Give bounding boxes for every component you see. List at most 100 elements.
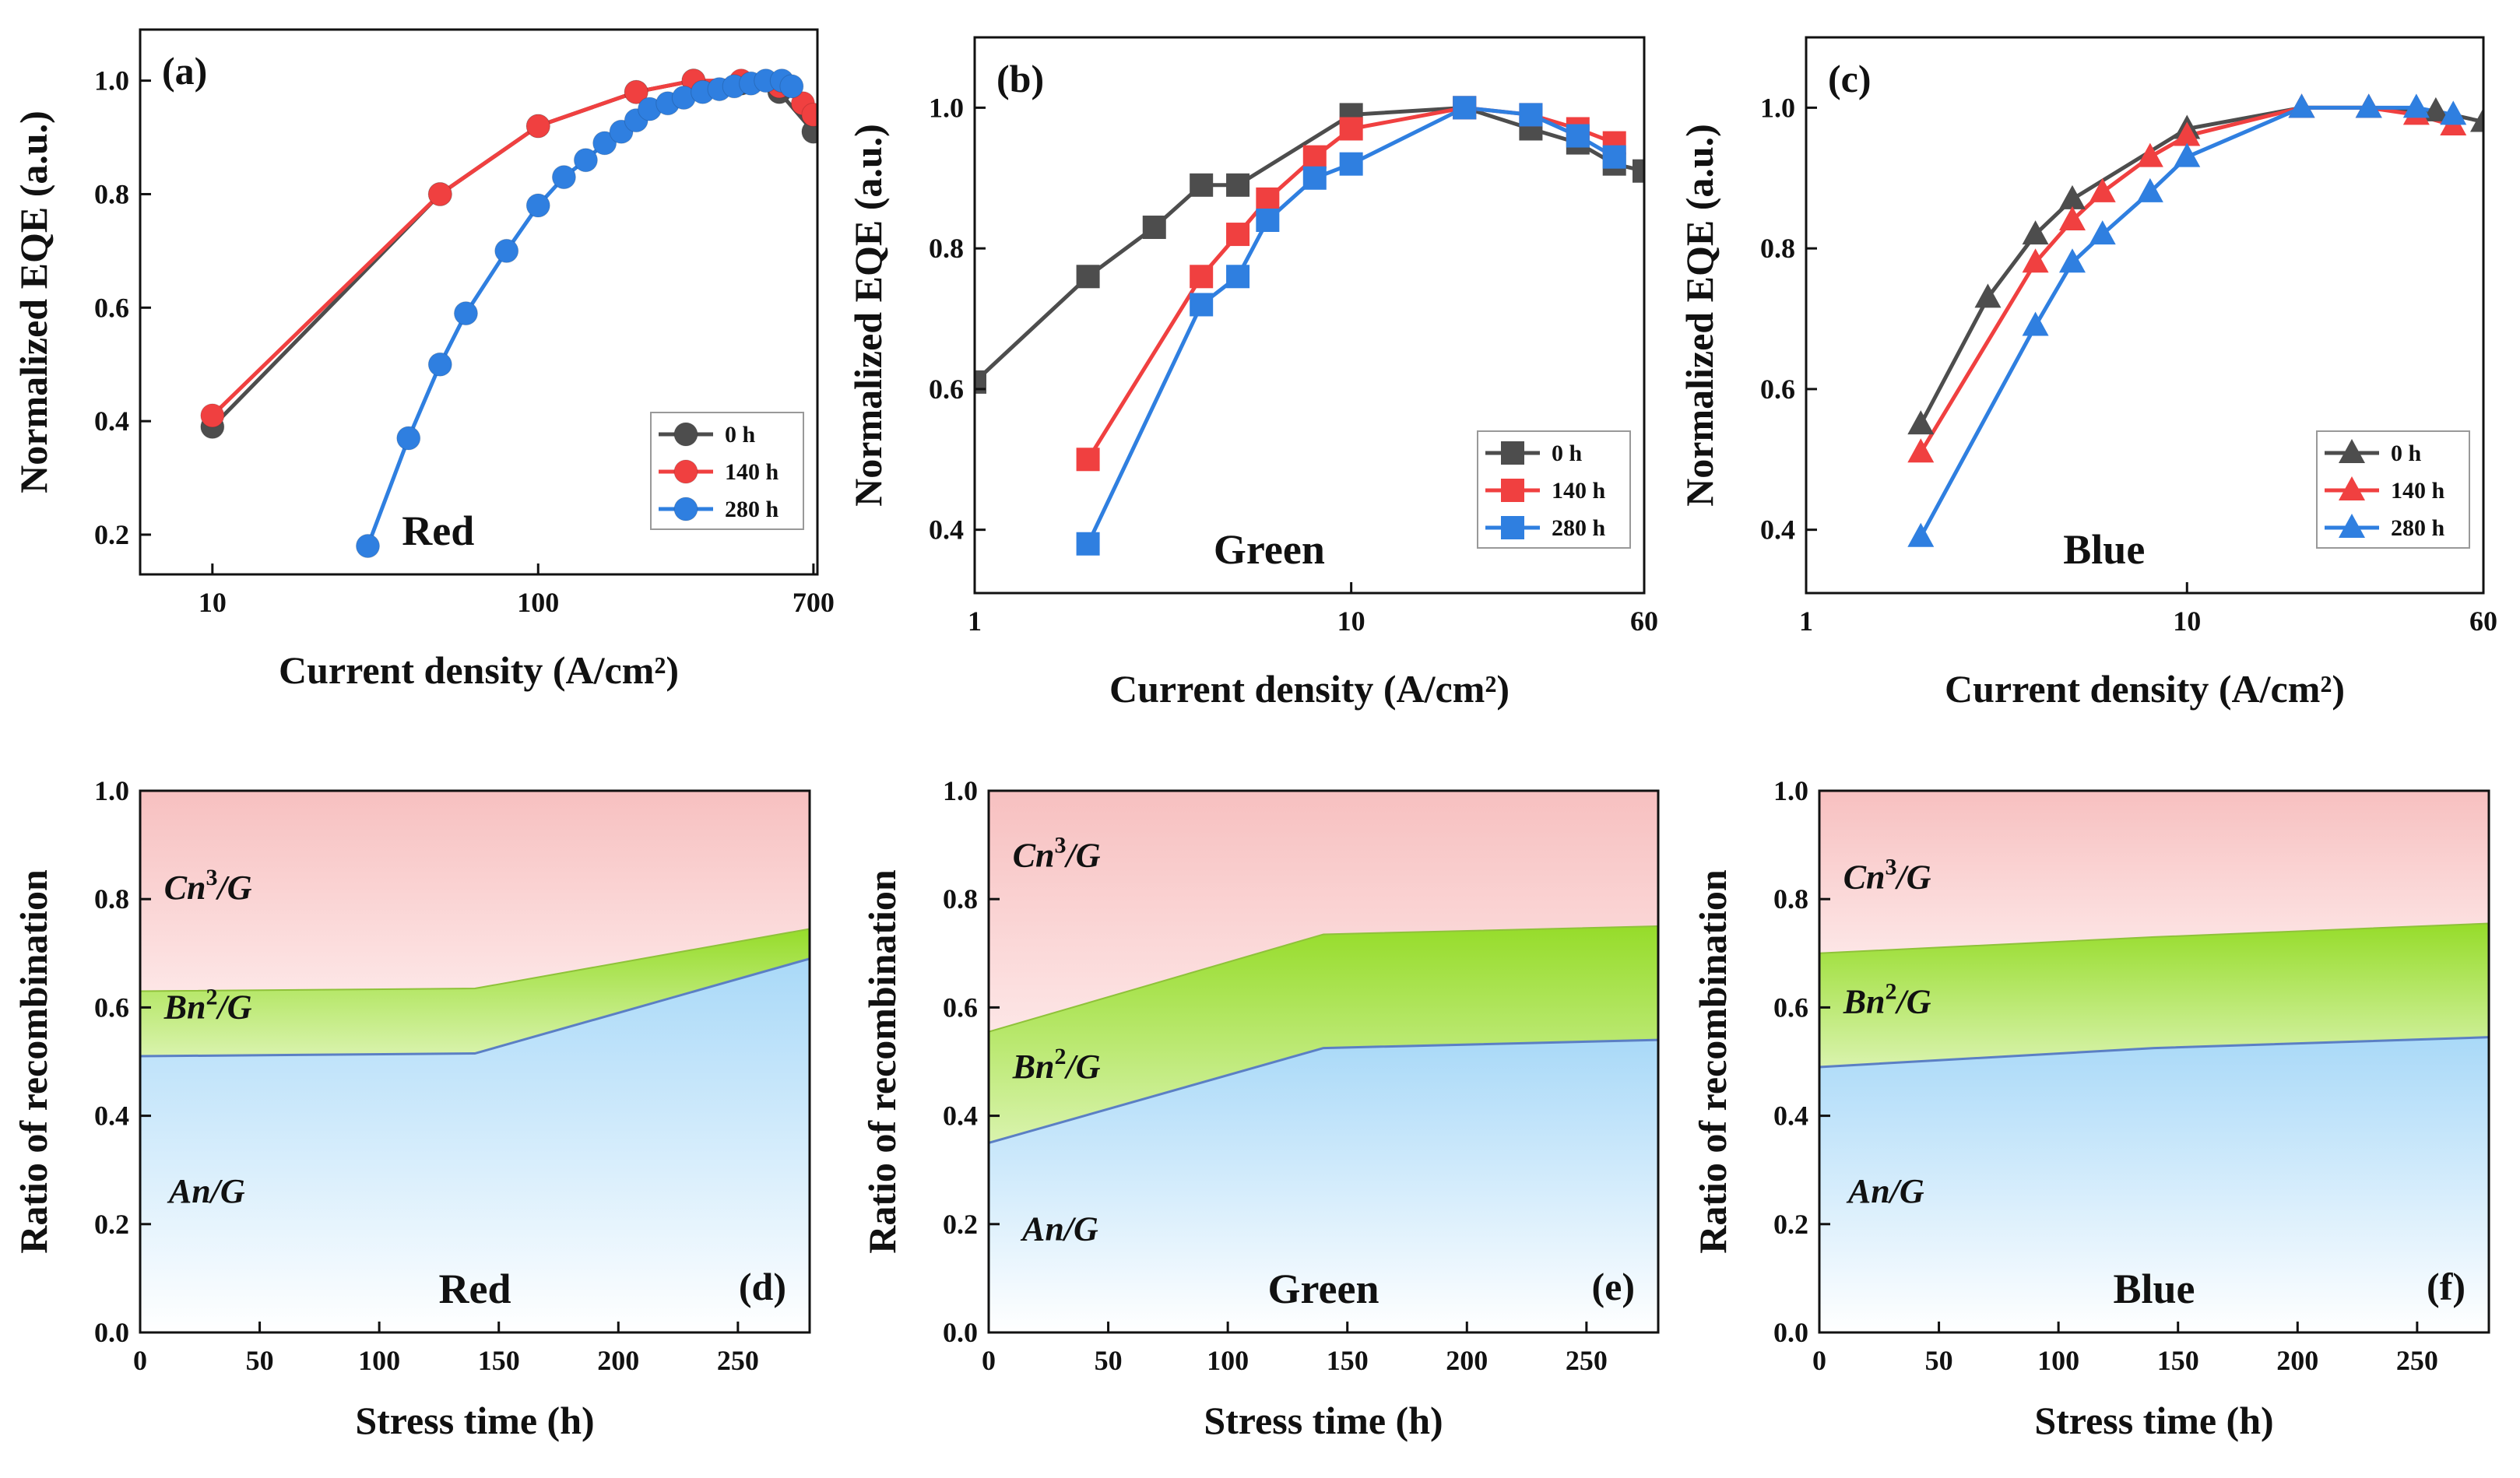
x-tick-label: 150 (478, 1345, 520, 1376)
x-tick-label: 250 (717, 1345, 759, 1376)
plot-area (1907, 93, 2483, 547)
region-label-tail: /G (216, 869, 252, 907)
legend-label: 140 h (2391, 478, 2445, 504)
y-tick-label: 0.4 (94, 1101, 129, 1132)
plot-frame (1818, 789, 2490, 1334)
y-axis-title: Normalized EQE (a.u.) (846, 124, 890, 507)
region-label-Bn2-G: Bn2/G (1843, 978, 1931, 1020)
x-tick-label: 0 (982, 1345, 996, 1376)
data-point-280h (2288, 93, 2315, 118)
y-tick-label: 0.6 (1760, 374, 1795, 405)
data-point-280h (2355, 93, 2382, 118)
data-point-140h (2022, 248, 2049, 273)
region-an-area (1819, 1037, 2489, 1332)
plot-area (200, 68, 817, 559)
data-point-280h (1339, 152, 1363, 176)
data-point-0h (1907, 410, 1935, 435)
y-axis-title: Ratio of recombination (1691, 869, 1734, 1254)
y-tick-label: 1.0 (943, 775, 978, 806)
x-tick-label: 0 (133, 1345, 147, 1376)
x-axis-title: Stress time (h) (1204, 1399, 1443, 1442)
color-label: Red (402, 507, 474, 554)
data-point-280h (573, 148, 598, 173)
legend-marker (1501, 516, 1524, 539)
legend-label: 280 h (2391, 515, 2445, 541)
region-label-An-G: An/G (1846, 1172, 1924, 1210)
y-tick-label: 1.0 (94, 65, 129, 97)
data-point-280h (779, 74, 804, 99)
region-bn2-area (140, 929, 810, 1057)
boundary-b-line (139, 928, 810, 992)
data-point-280h (355, 534, 380, 559)
legend-label: 0 h (725, 422, 756, 448)
x-tick-label: 50 (1925, 1345, 1953, 1376)
panel-e-green-recombination-chart: 0 50 100 150 200 250 0.0 0.2 0.4 0.6 0.8 1.0 Stress … (860, 775, 1660, 1442)
x-tick-label: 10 (1337, 606, 1365, 637)
x-tick-label: 200 (1446, 1345, 1488, 1376)
data-point-280h (2022, 311, 2049, 336)
legend-marker (673, 459, 698, 484)
x-tick-label: 1 (1799, 606, 1813, 637)
legend-label: 280 h (1552, 515, 1606, 541)
region-cn3-area (989, 791, 1658, 1032)
legend-label: 140 h (1552, 478, 1606, 504)
region-label-sup: 2 (206, 984, 218, 1009)
y-tick-label: 1.0 (1773, 775, 1808, 806)
data-point-280h (1190, 293, 1214, 317)
y-tick-label: 0.0 (94, 1317, 129, 1348)
boundary-b-line (988, 925, 1659, 1033)
data-point-140h (525, 114, 550, 139)
x-axis-title: Current density (A/cm²) (1945, 667, 2345, 711)
x-tick-label: 100 (1207, 1345, 1249, 1376)
data-point-280h (2174, 142, 2201, 167)
data-point-280h (1519, 103, 1543, 127)
data-point-0h (1190, 173, 1214, 197)
panel-b-green-eqe-chart: 1 10 60 0.4 0.6 0.8 1.0 Current density (A/cm²)… (846, 36, 1658, 711)
y-tick-label: 0.8 (94, 178, 129, 209)
panel-label: (a) (162, 49, 207, 93)
x-tick-label: 200 (2276, 1345, 2318, 1376)
panel-label: (f) (2427, 1265, 2466, 1308)
y-tick-label: 1.0 (929, 92, 964, 123)
region-label-tail: /G (1064, 1048, 1101, 1086)
data-point-140h (1226, 223, 1250, 247)
legend: 0 h 140 h 280 h (650, 412, 804, 530)
data-point-140h (624, 79, 648, 104)
x-tick-label: 1 (968, 606, 982, 637)
x-tick-label: 700 (793, 587, 835, 618)
y-tick-label: 0.8 (943, 883, 978, 915)
legend-label: 280 h (725, 497, 779, 522)
plot-frame (139, 789, 811, 1334)
plot-frame (987, 789, 1660, 1334)
region-bn2-area (989, 926, 1658, 1143)
panel-label: (c) (1828, 57, 1872, 100)
x-axis-title: Current density (A/cm²) (1109, 667, 1510, 711)
panel-a-red-eqe-chart: 10 100 700 0.2 0.4 0.6 0.8 1.0 Current density (… (12, 28, 835, 692)
region-label-Bn2-G: Bn2/G (163, 984, 252, 1026)
x-tick-label: 150 (2157, 1345, 2199, 1376)
plot-frame (1805, 36, 2485, 595)
region-cn3-area (140, 791, 810, 992)
data-point-280h (551, 165, 576, 190)
boundary-a-line (139, 957, 810, 1058)
x-tick-label: 250 (1566, 1345, 1608, 1376)
x-axis-title: Stress time (h) (355, 1399, 594, 1442)
y-tick-label: 0.8 (94, 883, 129, 915)
y-tick-label: 0.4 (943, 1101, 978, 1132)
region-label-tail: /G (209, 1172, 245, 1210)
x-tick-label: 50 (246, 1345, 274, 1376)
legend-marker (673, 497, 698, 521)
data-point-280h (2089, 220, 2116, 245)
region-label-main: Cn (164, 869, 206, 907)
y-tick-label: 0.2 (94, 519, 129, 550)
legend-marker (2339, 439, 2365, 463)
region-label-Bn2-G: Bn2/G (1012, 1044, 1101, 1086)
data-point-0h (2022, 220, 2049, 245)
panel-c-blue-eqe-chart: 1 10 60 0.4 0.6 0.8 1.0 Current density (A/cm²)… (1678, 36, 2497, 711)
x-tick-label: 100 (358, 1345, 400, 1376)
series-line-280h (1086, 105, 1615, 545)
x-tick-label: 10 (199, 587, 227, 618)
data-point-140h (1190, 265, 1214, 289)
region-label-Cn3-G: Cn3/G (1843, 854, 1931, 896)
